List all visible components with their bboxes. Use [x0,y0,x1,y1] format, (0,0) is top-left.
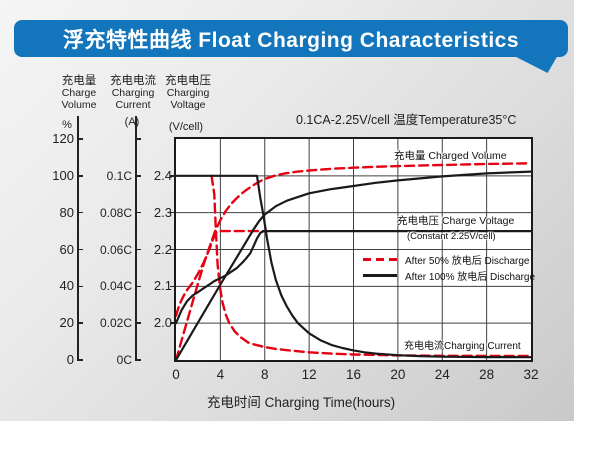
volume-tick-label: 60 [59,241,74,257]
axis-tick [78,285,83,288]
voltage-axis-unit: (V/cell) [168,121,204,133]
volume-axis-title-cn: 充电量 [61,75,97,87]
voltage-axis-tick [170,248,175,251]
charging-current-after-100pct-discharge-curve [176,174,531,359]
current-axis-title-en1: Charging [111,87,155,99]
voltage-tick-label: 2.1 [153,278,172,294]
axis-tick [136,175,141,177]
charging-current-curve-label: 充电电流Charging Current [404,341,521,352]
volume-tick-label: 80 [59,204,74,220]
x-tick-label: 4 [216,367,225,382]
charge-voltage-constant-label: (Constant 2.25V/cell) [407,231,496,242]
volume-tick-label: 120 [52,131,74,146]
axis-tick [136,322,141,324]
voltage-tick-label: 2.3 [153,204,172,220]
legend-sample-red-dashed-line [363,258,397,261]
legend-item-after-100pct: After 100% 放电后 Discharge [363,268,535,283]
voltage-axis-title-en2: Voltage [170,99,206,111]
volume-tick-label: 100 [52,167,74,183]
axis-tick [78,211,83,214]
x-tick-label: 28 [479,367,495,382]
volume-tick-label: 20 [59,315,74,331]
charged-volume-curve-label: 充电量 Charged Volume [394,150,507,162]
volume-tick-label: 40 [59,278,74,294]
current-tick-label: 0C [116,353,132,367]
page-title: 浮充特性曲线 Float Charging Characteristics [62,28,520,52]
voltage-axis-tick [170,211,175,214]
axis-tick [136,359,141,361]
volume-axis-header: 充电量 Charge Volume [50,75,108,111]
voltage-axis-tick [170,175,175,177]
legend-label-after-50pct: After 50% 放电后 Discharge [405,256,530,267]
current-axis-title-en2: Current [115,99,151,111]
volume-axis-line [77,116,79,361]
axis-tick [136,248,141,251]
volume-tick-label: 0 [66,352,74,367]
x-tick-label: 0 [172,367,180,382]
voltage-axis-tick [170,322,175,324]
current-tick-label: 0.04C [99,279,132,294]
axis-tick [78,138,83,140]
current-tick-label: 0.08C [99,205,132,220]
voltage-axis-header: 充电电压 Charging Voltage [158,75,218,111]
axis-tick [136,138,141,140]
x-tick-label: 24 [434,367,450,382]
axis-tick [78,359,83,361]
legend-item-after-50pct: After 50% 放电后 Discharge [363,252,530,267]
voltage-axis-title-en1: Charging [166,87,210,99]
voltage-axis-title-cn: 充电电压 [165,75,211,87]
charged-volume-after-50pct-discharge-curve [176,162,531,360]
title-banner: 浮充特性曲线 Float Charging Characteristics [14,20,568,57]
charge-voltage-after-100pct-discharge-curve [176,230,531,325]
charging-current-after-50pct-discharge-curve [210,174,531,358]
charged-volume-after-100pct-discharge-curve [176,170,531,360]
voltage-tick-label: 2.2 [153,241,172,257]
axis-tick [136,211,141,214]
current-tick-label: 0.06C [99,242,132,257]
volume-axis-unit: % [62,119,72,131]
voltage-tick-label: 2.4 [153,167,172,183]
current-axis-line [135,116,137,361]
x-tick-label: 16 [345,367,362,382]
axis-tick [78,175,83,177]
volume-axis-title-en1: Charge [61,87,97,99]
x-tick-label: 20 [390,367,406,382]
axis-tick [136,285,141,288]
current-axis-header: 充电电流 Charging Current [104,75,162,111]
x-tick-label: 8 [260,367,269,382]
axis-tick [78,248,83,251]
volume-axis-title-en2: Volume [61,99,97,111]
legend-sample-black-solid-line [363,274,397,277]
current-tick-label: 0.02C [99,316,132,331]
condition-note: 0.1CA-2.25V/cell 温度Temperature35°C [296,113,517,127]
voltage-tick-label: 2.0 [153,315,172,331]
voltage-axis-tick [170,285,175,288]
x-axis-title: 充电时间 Charging Time(hours) [206,395,396,410]
axis-tick [78,322,83,324]
legend-label-after-100pct: After 100% 放电后 Discharge [405,272,536,283]
chart-canvas [176,139,531,360]
x-tick-label: 32 [523,367,539,382]
x-tick-label: 12 [301,367,317,382]
current-tick-label: 0.1C [106,168,132,183]
charge-voltage-curve-label: 充电电压 Charge Voltage [397,215,515,227]
plot-area: 充电量 Charged Volume 充电电压 Charge Voltage (… [176,139,535,360]
current-axis-title-cn: 充电电流 [110,75,156,87]
current-axis-unit: (A) [124,116,140,128]
